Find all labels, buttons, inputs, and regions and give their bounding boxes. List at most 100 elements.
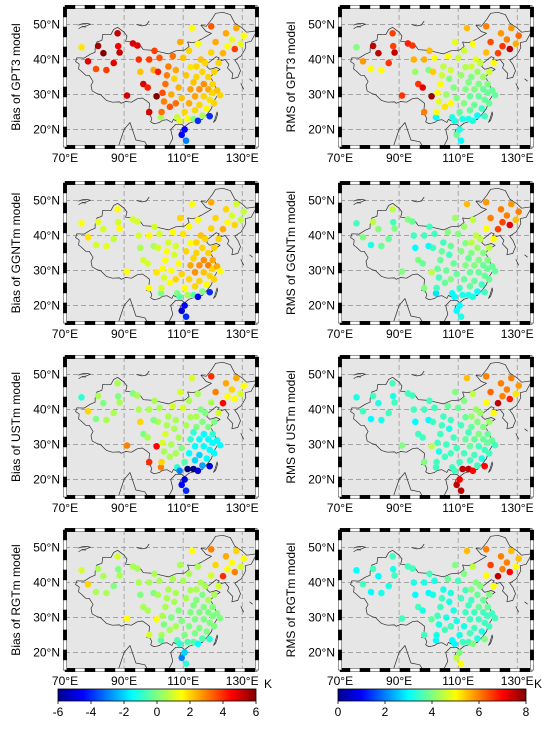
frame-segment [419,495,431,499]
station-point [485,623,493,630]
frame-segment [338,96,342,108]
frame-segment [224,321,236,325]
frame-segment [63,312,67,324]
frame-segment [338,86,342,98]
station-point [482,49,490,56]
station-point [160,274,168,281]
station-point [481,635,488,643]
station-point [447,623,455,630]
frame-segment [359,355,371,359]
frame-segment [94,181,106,185]
lon-tick-label: 90°E [386,501,412,515]
station-point [200,443,208,450]
coastline [411,370,425,377]
coastline [392,298,424,323]
station-point [134,565,141,572]
station-point [182,595,190,602]
station-point [453,444,460,452]
frame-segment [255,252,259,264]
frame-segment [255,192,259,204]
station-point [171,598,178,606]
station-point [485,100,493,107]
frame-segment [439,181,451,185]
station-point [359,408,367,415]
station-point [444,575,452,583]
lon-tick-label: 110°E [167,501,199,515]
frame-segment [338,356,342,368]
station-point [412,244,419,252]
station-point [478,281,486,288]
station-point [398,92,406,99]
frame-segment [338,446,342,458]
station-point [389,565,397,573]
frame-segment [255,486,259,498]
lon-tick-label: 110°E [442,151,474,165]
station-point [134,218,141,225]
map-background [65,183,257,323]
station-point [385,582,392,590]
coastline [411,196,425,203]
station-point [433,631,440,639]
frame-segment [224,495,236,499]
station-point [156,54,163,62]
lat-tick-label: 20°N [33,646,60,660]
coastline [487,287,494,299]
station-point [490,409,497,417]
frame-segment [63,272,67,284]
frame-segment [429,321,441,325]
frame-segment [63,486,67,498]
station-point [378,66,385,74]
station-point [477,59,484,67]
station-point [196,451,203,459]
lat-tick-label: 40°N [308,53,335,67]
frame-segment [349,668,361,672]
frame-segment [479,145,491,149]
station-point [453,131,460,139]
map-background [65,357,257,497]
station-point [389,42,397,50]
station-point [163,595,171,602]
station-point [176,293,183,301]
station-point [140,80,147,88]
station-point [456,108,463,116]
station-point [456,284,463,292]
frame-segment [114,495,126,499]
station-point [190,255,197,262]
station-point [456,302,463,309]
frame-segment [399,321,411,325]
station-point [94,392,102,400]
frame-segment [530,126,534,138]
frame-segment [124,5,136,9]
station-point [169,228,177,236]
station-point [475,616,483,623]
frame-segment [63,222,67,234]
station-point [212,38,219,46]
station-point [159,612,166,620]
station-point [428,93,435,100]
station-point [94,42,102,50]
station-point [216,267,224,275]
frame-segment [369,495,381,499]
frame-segment [255,202,259,214]
frame-segment [338,599,342,611]
station-point [481,96,488,104]
frame-segment [114,181,126,185]
station-point [481,112,488,120]
station-point [190,602,197,609]
frame-segment [530,136,534,148]
station-point [471,86,478,93]
station-point [353,44,360,51]
station-point [460,623,468,630]
station-point [114,553,121,560]
map-background [340,357,532,497]
station-point [446,598,453,606]
station-point [469,467,477,475]
station-point [433,284,440,292]
station-point [199,112,206,119]
station-point [205,262,212,269]
panel-grid: Bias of GPT3 model 70°E 90°E 110°E 130°E 20°N… [9,5,534,688]
colorbar-bias: -6 -4 -2 0 2 4 6K [53,677,272,719]
station-point [499,392,506,400]
station-point [165,63,172,70]
station-point [460,276,468,283]
